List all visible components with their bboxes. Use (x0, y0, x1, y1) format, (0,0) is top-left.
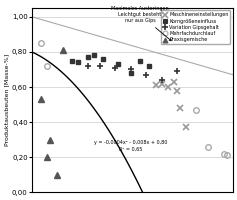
Y-axis label: Produktausbeuten [Masse-%]: Produktausbeuten [Masse-%] (4, 54, 9, 146)
Text: Maximales Austoringen
Leichtgut besteht
nur aus Gips: Maximales Austoringen Leichtgut besteht … (111, 6, 171, 41)
Text: y = -0,0004x² - 0,008x + 0,80: y = -0,0004x² - 0,008x + 0,80 (94, 140, 168, 145)
Text: R² = 0,65: R² = 0,65 (119, 147, 142, 152)
Legend: Maschineneinstellungen, Korngrößeneinfluss, Variation Gipsgehalt, Mehrfachdurchl: Maschineneinstellungen, Korngrößeneinflu… (161, 10, 230, 44)
